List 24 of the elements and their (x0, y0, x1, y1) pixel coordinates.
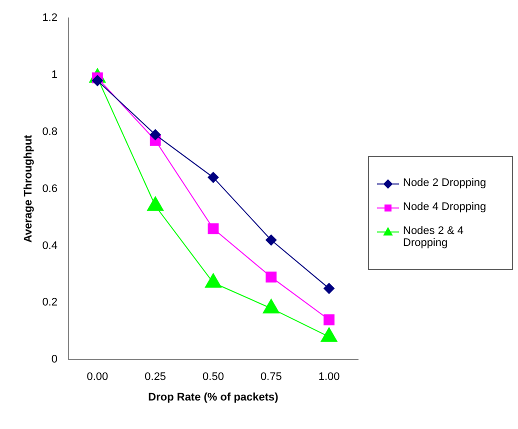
y-tick-label: 0.8 (42, 126, 58, 138)
x-tick-label: 0.75 (260, 371, 282, 384)
point (208, 172, 219, 183)
y-tick-label: 0.6 (42, 182, 58, 195)
y-tick-label: 1 (51, 68, 58, 81)
y-tick-label: 0.2 (42, 296, 58, 309)
x-tick-label: 0.50 (202, 371, 224, 384)
x-tick-label: 1.00 (318, 371, 340, 384)
point (324, 314, 334, 326)
y-tick-label: 0.4 (42, 240, 58, 252)
y-tick-label: 0 (51, 354, 58, 366)
legend-label: Node 2 Dropping (403, 177, 486, 189)
point (266, 234, 277, 246)
y-axis-title: Average Throughput (22, 134, 35, 243)
x-tick-label: 0.25 (144, 371, 166, 384)
y-tick-label: 1.2 (42, 12, 58, 24)
point (324, 282, 335, 294)
legend-label: Nodes 2 & 4 Dropping (403, 225, 465, 249)
x-axis-title: Drop Rate (% of packets) (148, 391, 279, 404)
legend-label: Node 4 Dropping (403, 201, 486, 213)
point (266, 272, 277, 282)
point (150, 129, 161, 140)
point (208, 223, 219, 234)
x-tick-label: 0.00 (86, 371, 108, 384)
